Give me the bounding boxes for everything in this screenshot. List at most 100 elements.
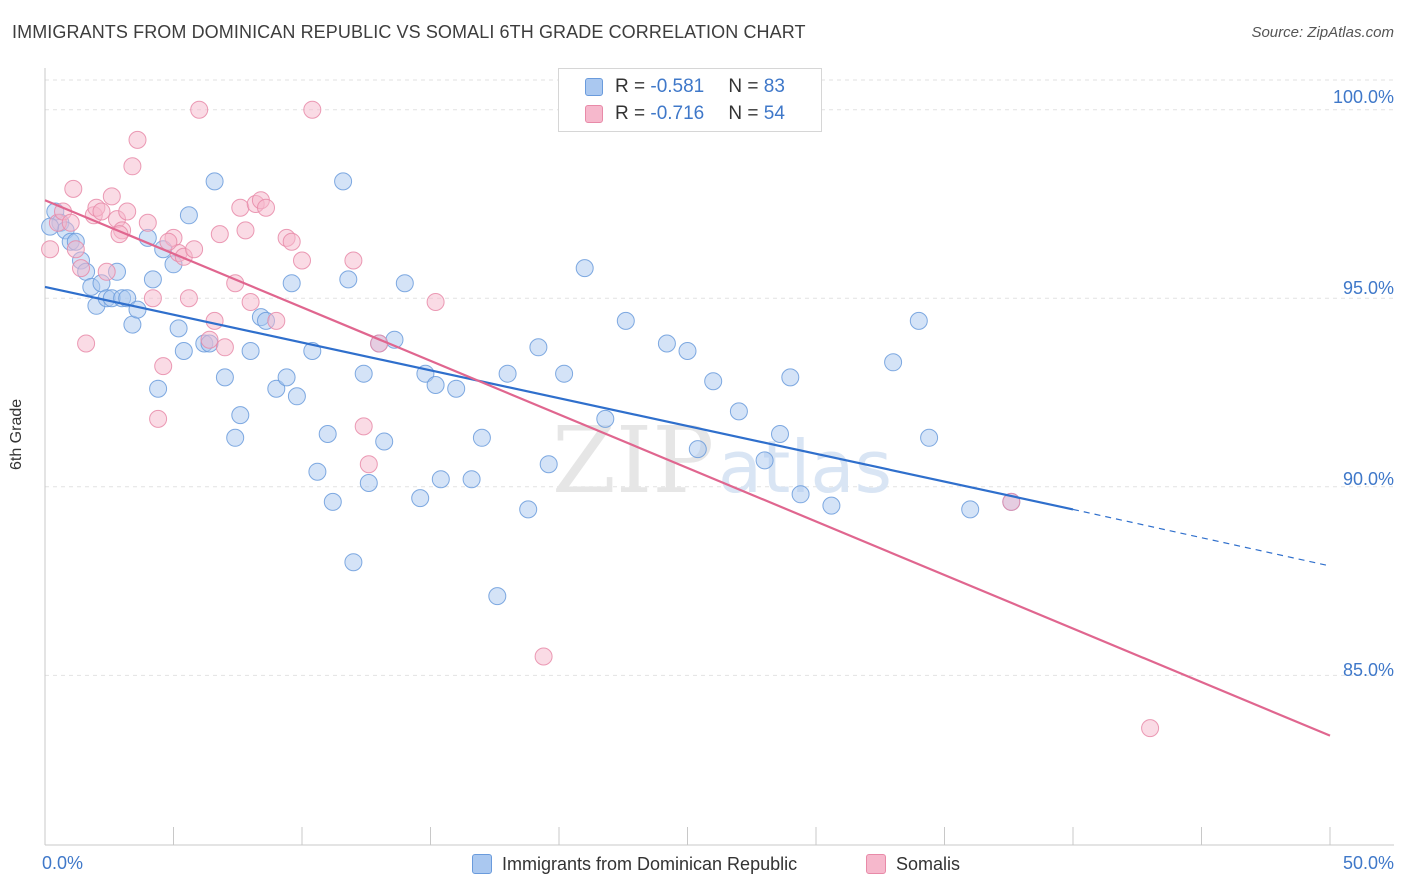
point-dominican: [179, 206, 198, 225]
point-dominican: [755, 451, 774, 470]
point-dominican: [426, 376, 445, 394]
point-somalis: [179, 289, 198, 308]
point-dominican: [231, 406, 250, 425]
point-somalis: [143, 289, 162, 308]
point-dominican: [118, 289, 137, 308]
point-dominican: [462, 470, 481, 489]
point-dominican: [411, 489, 430, 508]
point-somalis: [92, 202, 111, 221]
point-dominican: [616, 311, 635, 330]
point-dominican: [334, 172, 353, 191]
x-tick-max: 50.0%: [1342, 853, 1394, 873]
trend-line-somalis: [44, 199, 1331, 737]
point-dominican: [395, 274, 414, 293]
point-dominican: [323, 492, 342, 511]
point-somalis: [138, 213, 157, 232]
point-somalis: [159, 232, 178, 251]
point-somalis: [77, 334, 96, 353]
point-somalis: [64, 179, 83, 198]
point-somalis: [282, 232, 301, 251]
bottom-legend-somalis: Somalis: [866, 852, 960, 876]
point-dominican: [431, 470, 450, 489]
legend-r-label: R =: [615, 103, 651, 124]
watermark-zip: ZIP: [552, 407, 714, 514]
point-somalis: [344, 251, 363, 270]
point-dominican: [282, 274, 301, 293]
point-dominican: [174, 342, 193, 360]
point-dominican: [318, 425, 337, 443]
point-dominican: [359, 474, 378, 492]
point-dominican: [575, 259, 594, 278]
point-dominican: [781, 368, 800, 387]
point-dominican: [241, 342, 260, 360]
trend-line-dominican: [44, 285, 1074, 511]
legend-row-dominican: R = -0.581 N = 83: [585, 75, 785, 99]
bottom-legend-label-somalis: Somalis: [896, 853, 961, 874]
point-somalis: [426, 293, 445, 311]
point-somalis: [190, 100, 209, 119]
point-dominican: [205, 172, 224, 191]
point-somalis: [215, 338, 234, 357]
point-somalis: [97, 262, 116, 281]
legend-row-somalis: R = -0.716 N = 54: [585, 102, 785, 126]
point-dominican: [123, 315, 142, 334]
chart-source: Source: ZipAtlas.com: [1251, 24, 1394, 41]
x-tick-min: 0.0%: [42, 853, 84, 873]
point-somalis: [185, 240, 204, 259]
point-dominican: [678, 342, 697, 360]
point-somalis: [41, 240, 60, 259]
trend-layer: [44, 199, 1331, 737]
point-dominican: [169, 319, 188, 338]
bottom-legend-swatch-blue: [472, 854, 492, 874]
point-somalis: [128, 130, 147, 149]
point-dominican: [143, 270, 162, 289]
point-dominican: [539, 455, 558, 474]
legend-n-label: N =: [728, 103, 764, 124]
point-dominican: [498, 364, 517, 383]
legend-swatch-pink: [585, 105, 603, 123]
point-somalis: [154, 357, 173, 376]
point-dominican: [128, 300, 147, 319]
point-dominican: [657, 334, 676, 353]
point-dominican: [472, 428, 491, 447]
point-dominican: [215, 368, 234, 387]
point-dominican: [555, 364, 574, 383]
point-dominican: [920, 428, 939, 447]
point-dominican: [791, 485, 810, 504]
point-dominican: [596, 409, 615, 428]
point-somalis: [293, 251, 311, 270]
y-tick-90: 90.0%: [1342, 469, 1394, 489]
legend-r-value: -0.581: [650, 76, 705, 97]
point-dominican: [822, 496, 841, 515]
point-somalis: [241, 293, 260, 311]
y-tick-100: 100.0%: [1332, 87, 1394, 107]
point-somalis: [231, 198, 250, 217]
point-dominican: [344, 553, 363, 572]
legend-r-value: -0.716: [650, 103, 705, 124]
axis-layer: [44, 68, 1394, 846]
point-somalis: [123, 157, 142, 176]
point-dominican: [771, 425, 789, 443]
stats-legend: R = -0.581 N = 83 R = -0.716 N = 54: [558, 68, 822, 132]
point-somalis: [359, 455, 378, 474]
point-dominican: [375, 432, 394, 451]
point-somalis: [118, 202, 137, 221]
legend-n-value: 54: [763, 103, 785, 124]
point-dominican: [339, 270, 358, 289]
point-dominican: [287, 387, 306, 406]
point-somalis: [149, 409, 168, 428]
point-somalis: [354, 417, 373, 436]
y-tick-95: 95.0%: [1342, 278, 1394, 298]
point-dominican: [729, 402, 748, 421]
point-dominican: [277, 368, 296, 387]
point-dominican: [267, 379, 286, 398]
point-dominican: [519, 500, 538, 519]
point-dominican: [308, 462, 327, 481]
point-somalis: [257, 198, 275, 217]
point-dominican: [447, 379, 466, 398]
point-somalis: [236, 221, 255, 240]
point-somalis: [534, 647, 553, 666]
legend-r-label: R =: [615, 76, 651, 97]
point-somalis: [205, 311, 224, 330]
